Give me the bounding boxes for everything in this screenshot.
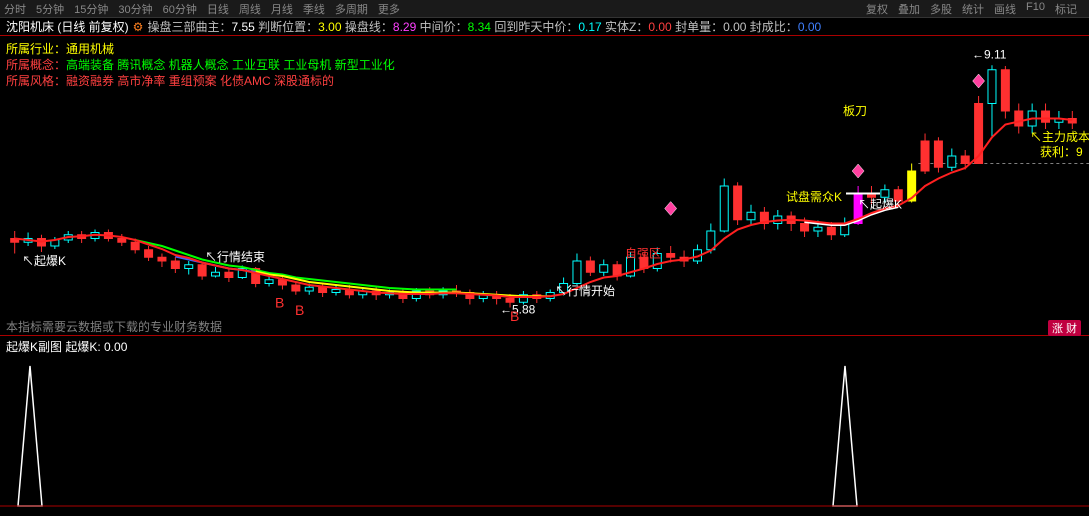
svg-text:↖行情结束: ↖行情结束	[205, 250, 265, 264]
menu-item[interactable]: 周线	[239, 1, 261, 17]
sub-indicator-chart[interactable]: 起爆K副图 起爆K: 0.00	[0, 336, 1089, 516]
menu-item[interactable]: 叠加	[898, 1, 920, 17]
svg-text:B: B	[295, 302, 304, 318]
info-label: 封单量：	[675, 20, 723, 34]
svg-text:板刀: 板刀	[843, 104, 867, 118]
menu-item[interactable]: 分时	[4, 1, 26, 17]
menu-item[interactable]: F10	[1026, 1, 1045, 17]
info-value: 0.00	[648, 20, 675, 34]
main-candlestick-chart[interactable]: 所属行业：通用机械 所属概念：高端装备 腾讯概念 机器人概念 工业互联 工业母机…	[0, 36, 1089, 336]
menu-item[interactable]: 15分钟	[74, 1, 108, 17]
info-value: 3.00	[318, 20, 345, 34]
menu-item[interactable]: 30分钟	[118, 1, 152, 17]
menu-item[interactable]: 多股	[930, 1, 952, 17]
menu-item[interactable]: 统计	[962, 1, 984, 17]
chart-info-bar: 沈阳机床 (日线 前复权) ⚙ 操盘三部曲主：7.55 判断位置：3.00 操盘…	[0, 18, 1089, 36]
info-value: 7.55	[231, 20, 258, 34]
svg-text:获利：9: 获利：9	[1040, 145, 1083, 159]
menu-item[interactable]: 5分钟	[36, 1, 64, 17]
menu-item[interactable]: 复权	[866, 1, 888, 17]
info-label: 判断位置：	[258, 20, 318, 34]
gear-icon[interactable]: ⚙	[133, 20, 144, 34]
info-label: 封成比：	[750, 20, 798, 34]
svg-text:←9.11: ←9.11	[972, 48, 1007, 62]
svg-text:试盘需众K: 试盘需众K	[786, 189, 842, 204]
menu-item[interactable]: 更多	[378, 1, 400, 17]
svg-text:B: B	[275, 295, 284, 311]
info-value: 0.17	[578, 20, 605, 34]
menu-item[interactable]: 日线	[207, 1, 229, 17]
info-label: 中间价：	[420, 20, 468, 34]
svg-text:↖起爆K: ↖起爆K	[22, 254, 66, 268]
svg-text:↖行情开始: ↖行情开始	[555, 284, 615, 298]
svg-text:↖主力成本: ↖主力成本	[1030, 130, 1089, 144]
info-label: 操盘三部曲主：	[147, 20, 231, 34]
stock-name: 沈阳机床 (日线 前复权)	[6, 18, 129, 35]
info-value: 8.34	[468, 20, 495, 34]
info-value: 8.29	[393, 20, 420, 34]
svg-text:自强区: 自强区	[625, 246, 661, 260]
menu-item[interactable]: 标记	[1055, 1, 1077, 17]
info-label: 回到昨天中价：	[494, 20, 578, 34]
info-label: 操盘线：	[345, 20, 393, 34]
info-value: 0.00	[798, 20, 821, 34]
menu-item[interactable]: 60分钟	[163, 1, 197, 17]
svg-text:B: B	[510, 308, 519, 324]
top-menu-bar: 分时 5分钟 15分钟 30分钟 60分钟日线周线月线季线多周期更多 复权叠加多股统计画…	[0, 0, 1089, 18]
menu-item[interactable]: 月线	[271, 1, 293, 17]
info-value: 0.00	[723, 20, 750, 34]
menu-item[interactable]: 多周期	[335, 1, 368, 17]
candlestick-svg: ↖起爆K↖行情结束BB←5.88B↖行情开始自强区试盘需众K↖起爆K板刀←9.1…	[0, 36, 1089, 336]
sub-chart-svg	[0, 336, 1089, 516]
svg-text:↖起爆K: ↖起爆K	[858, 198, 902, 212]
menu-item[interactable]: 季线	[303, 1, 325, 17]
menu-item[interactable]: 画线	[994, 1, 1016, 17]
info-label: 实体Z：	[605, 20, 648, 34]
